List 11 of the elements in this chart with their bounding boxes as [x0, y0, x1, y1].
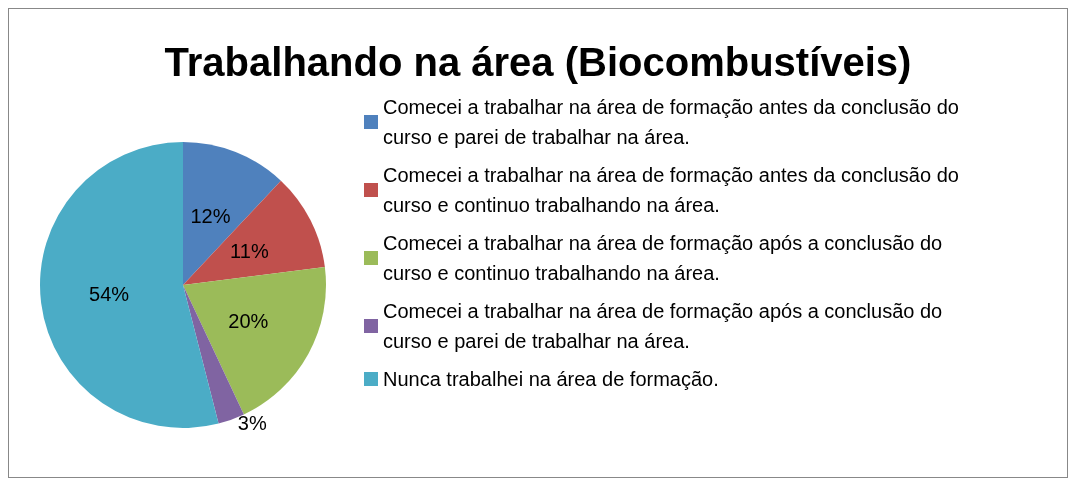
- data-label: 20%: [228, 309, 269, 332]
- data-label: 54%: [89, 283, 130, 306]
- legend-label: Comecei a trabalhar na área de formação antes da conclusão do curso e continuo trabalhando na área.: [383, 164, 965, 216]
- legend-label: Comecei a trabalhar na área de formação antes da conclusão do curso e parei de trabalhar na área.: [383, 96, 965, 148]
- legend-label: Comecei a trabalhar na área de formação após a conclusão do curso e continuo trabalhando na área.: [383, 232, 948, 284]
- legend-label: Comecei a trabalhar na área de formação após a conclusão do curso e parei de trabalhar na área.: [383, 300, 948, 352]
- data-label: 12%: [190, 204, 231, 227]
- data-label: 3%: [237, 412, 267, 435]
- legend-label: Nunca trabalhei na área de formação.: [383, 368, 719, 390]
- chart-title: Trabalhando na área (Biocombustíveis): [164, 40, 912, 84]
- data-label: 11%: [230, 240, 269, 263]
